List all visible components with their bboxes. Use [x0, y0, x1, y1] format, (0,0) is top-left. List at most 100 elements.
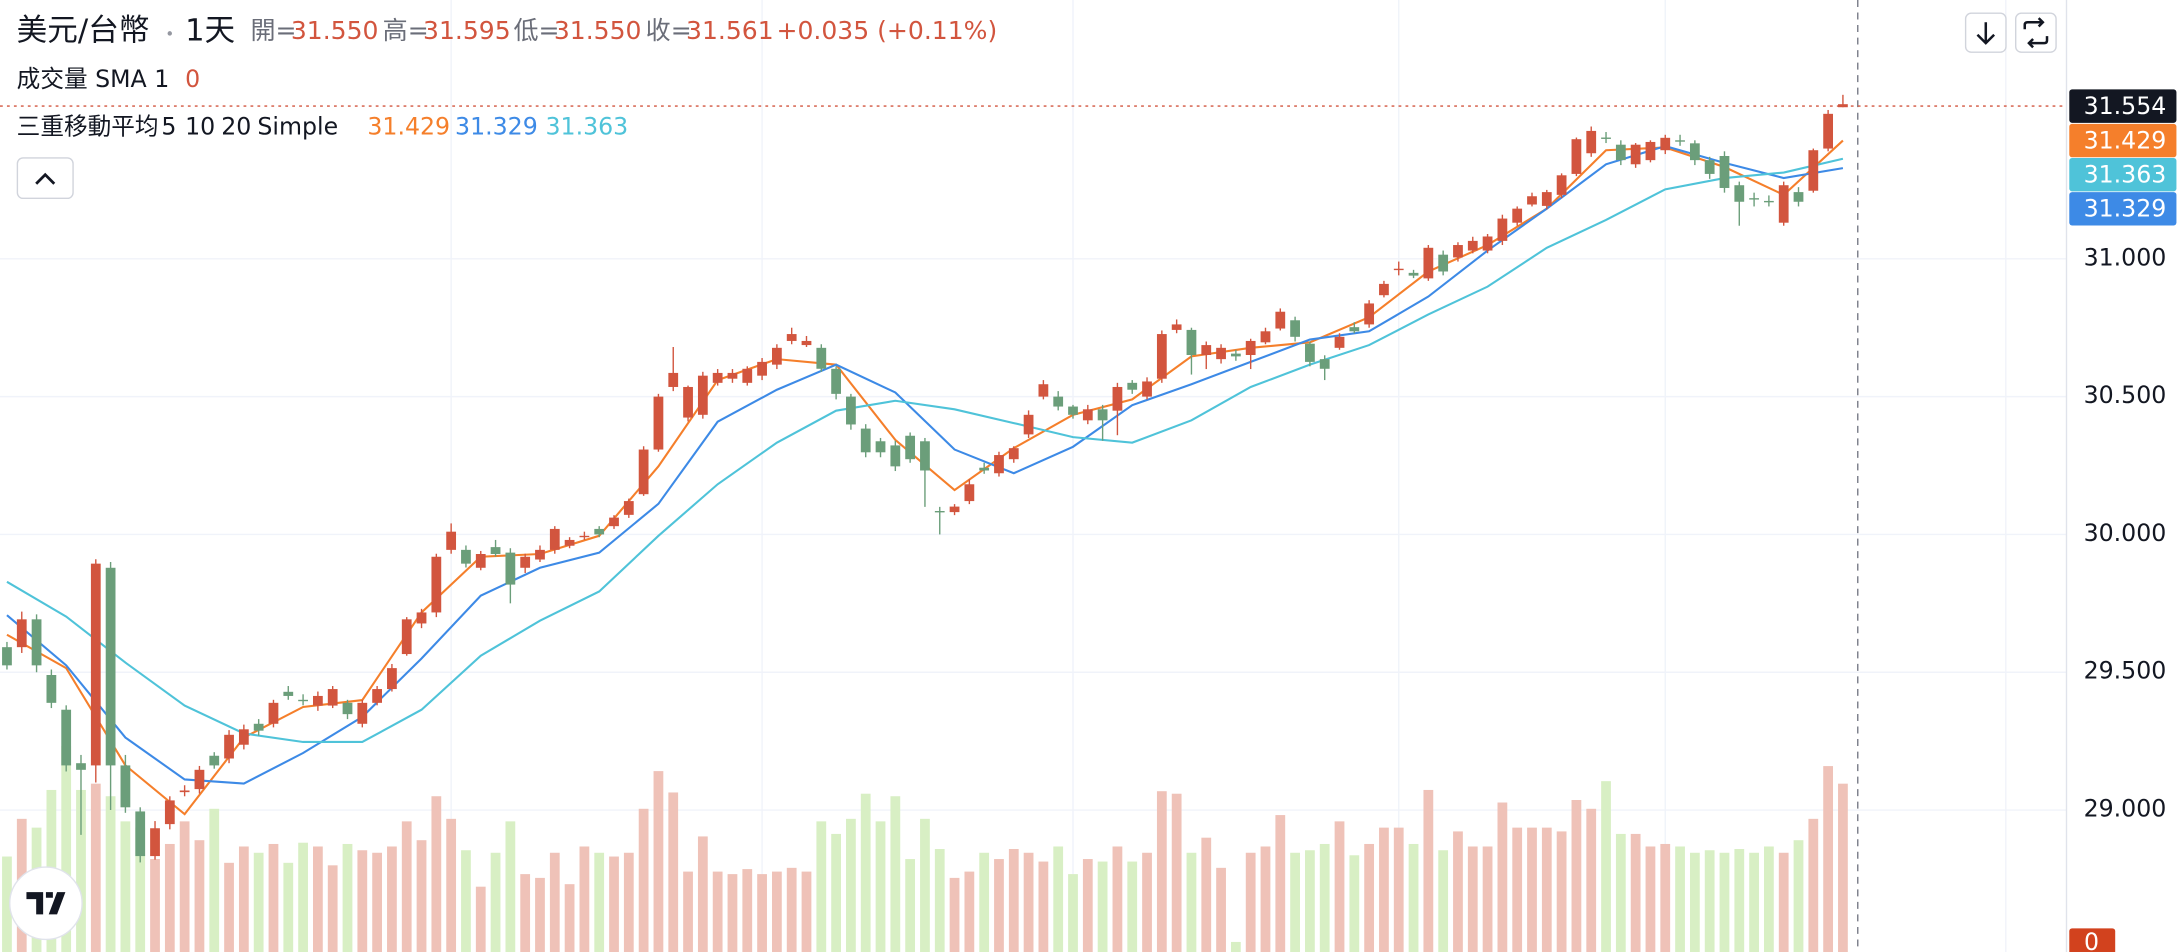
volume-bar — [831, 833, 841, 952]
volume-bar — [1260, 846, 1271, 952]
candle-body — [505, 552, 516, 585]
field-value: 31.595 — [423, 16, 511, 45]
volume-bar — [727, 874, 738, 952]
candle-body — [446, 531, 457, 550]
candle-body — [1068, 406, 1078, 415]
collapse-button[interactable] — [16, 157, 74, 200]
candle-body — [1838, 104, 1848, 108]
volume-bar — [1186, 852, 1197, 952]
candle-body — [579, 535, 590, 538]
candle-body — [461, 549, 471, 564]
ma-legend-value: 31.329 — [455, 113, 538, 141]
volume-bar — [1675, 846, 1685, 952]
candle-body — [890, 445, 901, 467]
candle-body — [150, 828, 160, 857]
volume-bar — [579, 846, 590, 952]
volume-bar — [786, 867, 797, 952]
candle-body — [1053, 396, 1064, 407]
volume-bar — [179, 821, 190, 952]
volume-bar — [1245, 852, 1256, 952]
volume-bar — [1586, 808, 1597, 952]
candle-body — [816, 347, 827, 369]
volume-bar — [979, 852, 990, 952]
volume-bar — [446, 818, 457, 952]
volume-bar — [2, 856, 12, 952]
candle-body — [1793, 192, 1804, 202]
candle-body — [105, 567, 116, 766]
candle-body — [372, 689, 382, 703]
candle-body — [31, 619, 42, 666]
candle-body — [1171, 324, 1182, 330]
volume-bar — [697, 836, 708, 952]
volume-bar — [283, 862, 294, 952]
volume-bar — [1749, 852, 1759, 952]
candle-body — [283, 691, 294, 696]
candle-body — [1379, 283, 1389, 296]
volume-bar — [1497, 802, 1508, 952]
candle-body — [1453, 245, 1463, 258]
scroll-down-button[interactable] — [1964, 12, 2007, 53]
volume-legend: 成交量 SMA 1 — [17, 65, 170, 93]
volume-bar — [1719, 852, 1730, 952]
price-tag-label: 31.329 — [2084, 195, 2167, 223]
candle-body — [786, 334, 797, 341]
volume-bar — [253, 852, 264, 952]
candle-body — [1556, 175, 1567, 195]
reset-button[interactable] — [2015, 12, 2057, 53]
candle-body — [742, 368, 753, 383]
volume-bar — [638, 808, 649, 952]
ma-length: 5 — [161, 113, 176, 141]
field-label: 低= — [513, 16, 559, 45]
field-label: 收= — [646, 16, 692, 45]
field-label: 高= — [383, 16, 429, 45]
candle-body — [1497, 218, 1508, 241]
volume-bar — [327, 865, 338, 952]
candle-body — [653, 396, 664, 450]
field-value: 31.561 — [686, 16, 774, 45]
candles — [2, 94, 1848, 863]
candle-body — [609, 517, 619, 527]
volume-bar — [1689, 852, 1700, 952]
candle-body — [801, 340, 812, 346]
volume-bar — [1615, 833, 1626, 952]
volume-bar — [1734, 848, 1745, 952]
volume-bar — [105, 796, 116, 952]
candle-body — [1245, 340, 1256, 356]
volume-bar — [1823, 766, 1834, 952]
candle-body — [1586, 130, 1597, 154]
volume-tag-label: 0 — [2084, 928, 2099, 952]
volume-bar — [742, 869, 753, 952]
candle-body — [979, 467, 990, 471]
volume-bar — [623, 852, 634, 952]
volume-bar — [357, 850, 368, 952]
candle-body — [1127, 382, 1138, 390]
logo[interactable] — [9, 866, 83, 941]
candle-body — [1112, 386, 1123, 411]
candle-body — [1808, 150, 1819, 191]
candle-body — [683, 386, 693, 418]
candle-body — [949, 506, 960, 513]
volume-bar — [1082, 859, 1093, 952]
volume-bar — [1290, 852, 1300, 952]
volume-bar — [209, 808, 220, 952]
price-tag — [2069, 192, 2177, 226]
candle-body — [964, 484, 975, 502]
volume-bar — [801, 871, 812, 952]
y-tick-label: 30.500 — [2084, 381, 2167, 409]
volume-bar — [1838, 783, 1848, 952]
candle-body — [920, 441, 930, 471]
candle-body — [860, 428, 871, 453]
candle-body — [1823, 113, 1834, 149]
volume-bar — [1704, 850, 1715, 952]
volume-bar — [1556, 831, 1567, 952]
volume-bar — [401, 821, 412, 952]
candle-body — [1008, 448, 1019, 460]
volume-bar — [875, 821, 886, 952]
volume-bar — [1023, 852, 1034, 952]
volume-bar — [76, 789, 86, 952]
volume-bar — [164, 843, 175, 952]
candle-body — [535, 549, 545, 560]
candle-body — [2, 647, 12, 666]
candle-body — [1142, 381, 1152, 397]
